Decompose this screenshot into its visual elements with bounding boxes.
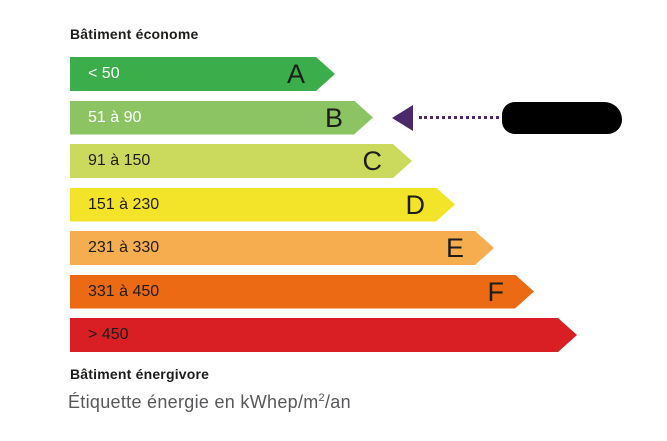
caption-suffix: /an — [324, 392, 351, 412]
left-arrow-icon — [392, 104, 413, 131]
caption-prefix: Étiquette énergie en kWhep/m — [68, 392, 319, 412]
energy-row-d: 151 à 230 D — [70, 188, 622, 222]
energy-row-c: 91 à 150 C — [70, 144, 622, 178]
energy-label-caption: Étiquette énergie en kWhep/m2/an — [68, 392, 351, 413]
energy-row-f: 331 à 450 F — [70, 275, 622, 309]
energy-bar-d: 151 à 230 D — [70, 188, 455, 222]
energy-class-letter: E — [445, 233, 464, 263]
energy-row-b: 51 à 90 B — [70, 101, 622, 135]
energy-class-letter: B — [324, 102, 343, 133]
energy-class-letter: D — [405, 189, 425, 220]
energy-bar-g: > 450 — [70, 318, 577, 352]
energy-row-a: < 50 A — [70, 57, 622, 91]
dotted-connector-line — [419, 116, 499, 119]
energy-class-letter: F — [487, 276, 504, 307]
energy-class-bars: < 50 A 51 à 90 B 91 à 150 C 151 à 23 — [70, 57, 622, 362]
energy-range-label: 151 à 230 — [88, 195, 160, 213]
energy-bar-b: 51 à 90 B — [70, 101, 373, 135]
energy-row-e: 231 à 330 E — [70, 231, 622, 265]
energy-bar-c: 91 à 150 C — [70, 144, 412, 178]
economical-building-label: Bâtiment économe — [70, 26, 199, 42]
energy-bar-e: 231 à 330 E — [70, 231, 494, 265]
energy-class-letter: A — [286, 59, 305, 89]
energy-row-g: > 450 — [70, 318, 622, 352]
current-class-pointer — [373, 101, 622, 134]
redacted-value-mark — [502, 101, 622, 134]
energy-intensive-building-label: Bâtiment énergivore — [70, 366, 210, 382]
energy-bar-f: 331 à 450 F — [70, 275, 534, 309]
energy-range-label: < 50 — [88, 65, 120, 82]
energy-range-label: 231 à 330 — [88, 239, 160, 256]
energy-range-label: 51 à 90 — [88, 108, 142, 126]
energy-range-label: 331 à 450 — [88, 282, 160, 300]
energy-range-label: > 450 — [88, 326, 129, 343]
energy-range-label: 91 à 150 — [88, 152, 151, 169]
caption-superscript: 2 — [318, 392, 325, 404]
energy-class-letter: C — [362, 146, 382, 176]
energy-bar-a: < 50 A — [70, 57, 335, 91]
